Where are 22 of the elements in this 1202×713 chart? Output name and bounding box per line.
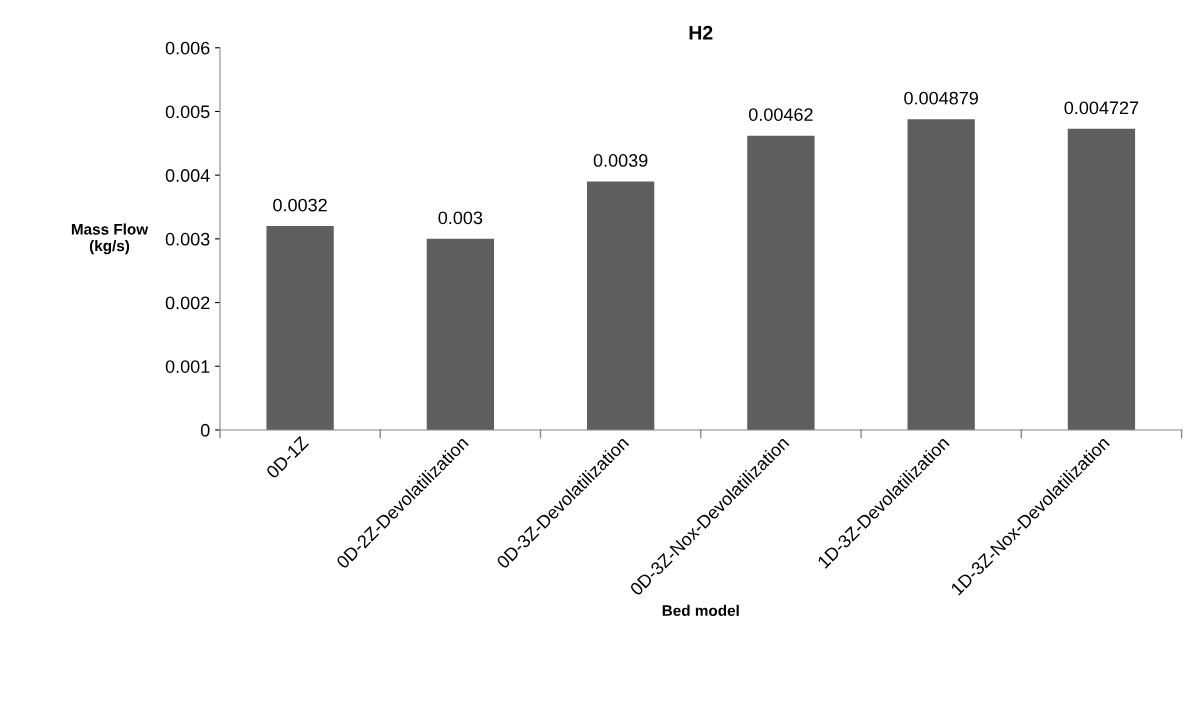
- y-axis-title: Mass Flow (kg/s): [71, 223, 149, 255]
- bar: [907, 119, 975, 430]
- y-tick-label: 0.003: [165, 232, 210, 246]
- data-label: 0.003: [438, 211, 483, 225]
- y-tick-label: 0.005: [165, 105, 210, 119]
- y-tick-label: 0: [200, 423, 210, 437]
- y-tick-label: 0.004: [165, 169, 210, 182]
- data-label: 0.0039: [593, 154, 648, 167]
- bar: [1067, 128, 1136, 430]
- data-label: 0.004727: [1064, 101, 1139, 115]
- y-tick-label: 0.006: [165, 41, 210, 55]
- data-label: 0.004879: [904, 91, 978, 105]
- y-tick-label: 0.001: [165, 360, 210, 373]
- chart-title: H2: [689, 25, 713, 40]
- bar: [266, 226, 334, 430]
- data-label: 0.0032: [273, 198, 327, 212]
- x-axis-title: Bed model: [662, 604, 739, 617]
- y-tick-label: 0.002: [165, 296, 210, 310]
- bar: [426, 238, 495, 430]
- bar: [747, 135, 815, 430]
- bar: [586, 181, 655, 430]
- data-label: 0.00462: [748, 108, 813, 121]
